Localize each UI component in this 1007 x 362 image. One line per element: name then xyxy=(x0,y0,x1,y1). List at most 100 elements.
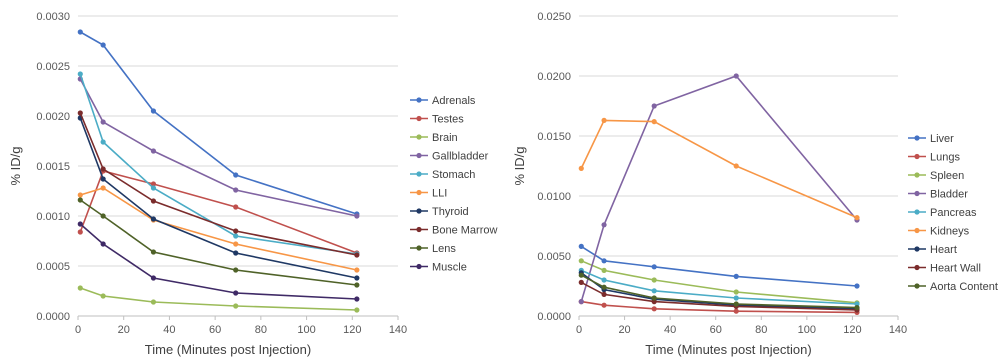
legend-label: Muscle xyxy=(432,262,467,274)
data-point xyxy=(601,302,607,308)
legend-label: Lens xyxy=(432,243,456,255)
data-point xyxy=(651,119,657,125)
data-point xyxy=(233,233,239,239)
y-tick-label: 0.0015 xyxy=(36,161,70,173)
data-point xyxy=(150,275,157,281)
legend-label: Pancreas xyxy=(930,207,977,219)
data-point xyxy=(77,29,83,35)
data-point xyxy=(233,267,239,273)
data-point xyxy=(651,277,657,283)
legend-label: Testes xyxy=(432,114,464,126)
data-point xyxy=(578,258,584,264)
data-point xyxy=(733,163,739,169)
x-tick-label: 80 xyxy=(755,324,767,336)
data-point xyxy=(233,228,239,234)
legend-label: Bladder xyxy=(930,189,968,201)
data-point xyxy=(578,243,584,249)
x-tick-label: 20 xyxy=(118,324,130,336)
data-point xyxy=(233,241,239,247)
chart-1: 0.0000 0.0005 0.0010 0.0015 0.0020 0.0025 0.00… xyxy=(8,11,497,357)
legend-label: Aorta Content xyxy=(930,281,998,293)
data-point xyxy=(354,275,360,281)
data-point xyxy=(77,285,83,291)
data-point xyxy=(601,284,607,290)
legend-label: Gallbladder xyxy=(432,151,489,163)
legend-label: Kidneys xyxy=(930,226,970,238)
legend-label: Spleen xyxy=(930,170,964,182)
series-line xyxy=(580,119,858,219)
data-point xyxy=(733,273,739,279)
y-tick-label: 0.0025 xyxy=(36,61,70,73)
x-tick-label: 20 xyxy=(618,324,630,336)
legend-label: Lungs xyxy=(930,152,960,164)
legend-marker xyxy=(416,134,422,140)
x-tick-label: 120 xyxy=(843,324,861,336)
data-point xyxy=(233,172,239,178)
legend-label: Adrenals xyxy=(432,95,476,107)
data-point xyxy=(354,213,360,219)
x-axis-title: Time (Minutes post Injection) xyxy=(645,342,811,357)
data-point xyxy=(100,185,106,191)
data-point xyxy=(601,117,607,123)
legend-marker xyxy=(914,190,920,197)
data-point xyxy=(100,42,106,48)
data-point xyxy=(733,308,739,314)
data-point xyxy=(601,277,607,283)
data-point xyxy=(354,296,360,302)
data-point xyxy=(233,204,239,210)
data-point xyxy=(150,108,157,114)
data-point xyxy=(854,301,860,307)
x-tick-label: 60 xyxy=(710,324,722,336)
y-axis-title: % ID/g xyxy=(8,146,23,185)
chart-2: 0.0000 0.0050 0.0100 0.0150 0.0200 0.0250 0 20 4… xyxy=(512,11,998,357)
x-tick-label: 140 xyxy=(889,324,907,336)
legend-marker xyxy=(416,171,422,177)
x-tick-label: 40 xyxy=(163,324,175,336)
y-tick-label: 0.0010 xyxy=(36,211,70,223)
data-point xyxy=(233,250,239,256)
data-point xyxy=(100,293,106,299)
data-point xyxy=(733,73,739,79)
x-tick-label: 60 xyxy=(209,324,221,336)
data-point xyxy=(77,192,83,198)
y-tick-label: 0.0000 xyxy=(36,311,70,323)
legend-label: Bone Marrow xyxy=(432,225,497,237)
legend-label: Brain xyxy=(432,132,458,144)
series-line xyxy=(79,73,357,255)
data-point xyxy=(578,279,584,285)
series-line xyxy=(79,78,358,217)
data-point xyxy=(354,252,360,258)
data-point xyxy=(150,299,157,305)
x-tick-label: 140 xyxy=(389,324,407,336)
x-tick-label: 100 xyxy=(297,324,315,336)
data-point xyxy=(733,289,739,295)
data-point xyxy=(150,198,157,204)
legend-marker xyxy=(914,227,920,234)
data-point xyxy=(733,295,739,301)
y-tick-label: 0.0150 xyxy=(537,131,571,143)
y-axis-title: % ID/g xyxy=(512,146,527,185)
legend-marker xyxy=(416,115,422,122)
legend-marker xyxy=(914,209,920,215)
data-point xyxy=(578,165,584,171)
legend-marker xyxy=(416,245,422,251)
y-tick-label: 0.0030 xyxy=(36,11,70,23)
data-point xyxy=(150,148,157,154)
data-point xyxy=(100,119,106,125)
data-point xyxy=(77,229,83,235)
legend-marker xyxy=(914,246,920,252)
data-point xyxy=(601,258,607,264)
series-line xyxy=(80,287,357,311)
legend-label: Heart Wall xyxy=(930,263,981,275)
data-point xyxy=(150,185,157,191)
series-line xyxy=(79,199,357,286)
data-point xyxy=(77,221,83,227)
legend-label: Liver xyxy=(930,133,954,145)
y-tick-label: 0.0000 xyxy=(537,311,571,323)
data-point xyxy=(601,222,607,228)
y-tick-label: 0.0250 xyxy=(537,11,571,23)
legend-marker xyxy=(914,283,920,289)
data-point xyxy=(578,299,584,305)
data-point xyxy=(651,299,657,305)
data-point xyxy=(651,103,657,109)
